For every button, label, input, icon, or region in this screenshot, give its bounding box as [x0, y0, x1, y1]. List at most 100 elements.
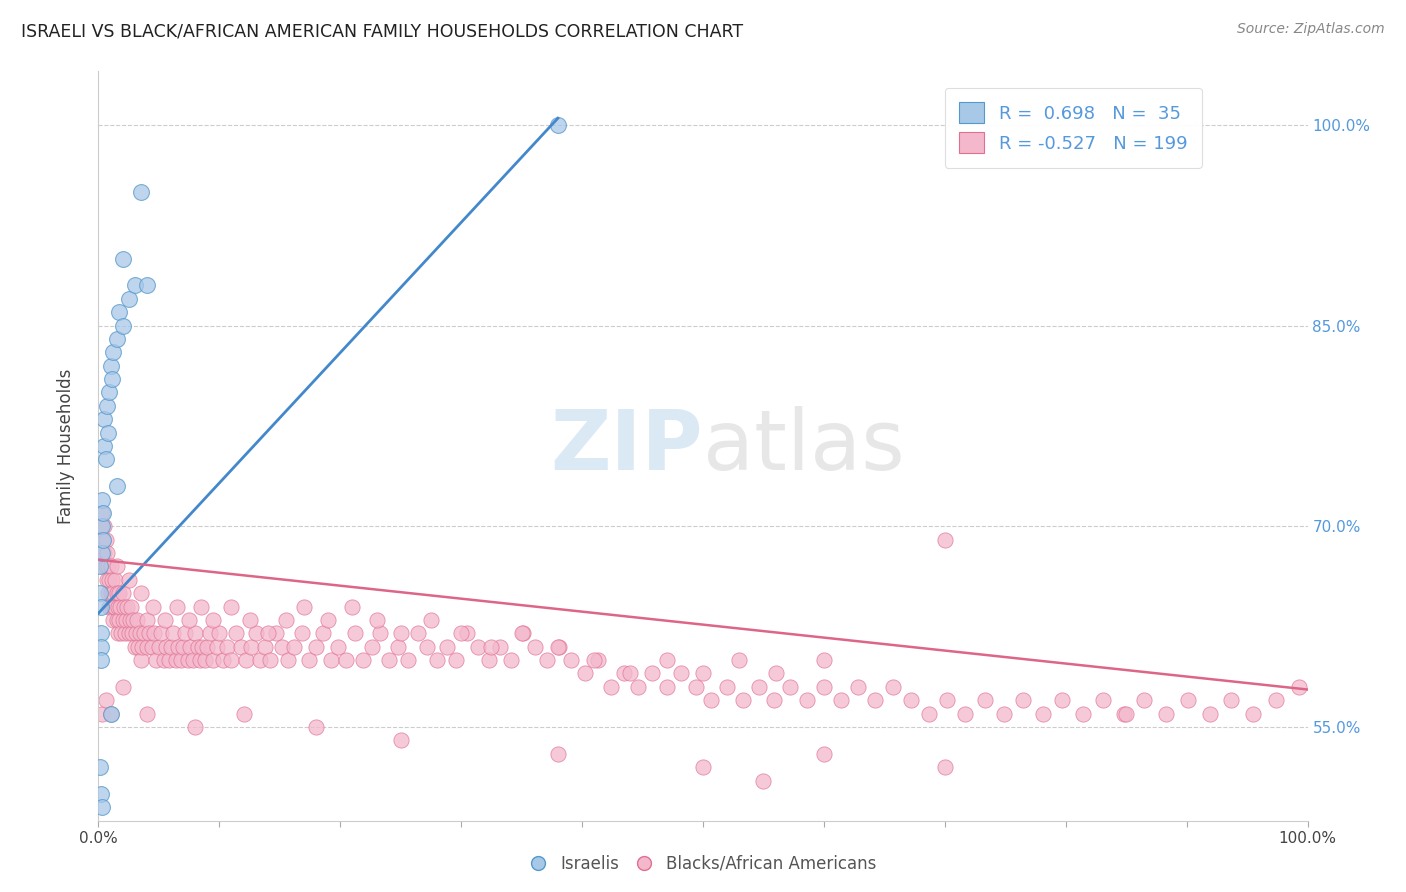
Point	[274, 613, 297, 627]
Point	[202, 613, 225, 627]
Point	[121, 626, 143, 640]
Point	[254, 640, 277, 654]
Point	[671, 666, 693, 681]
Point	[91, 559, 114, 574]
Point	[105, 586, 128, 600]
Point	[352, 653, 374, 667]
Point	[316, 613, 339, 627]
Point	[135, 640, 157, 654]
Point	[169, 653, 191, 667]
Point	[91, 533, 114, 547]
Point	[115, 613, 138, 627]
Point	[105, 559, 128, 574]
Point	[512, 626, 534, 640]
Point	[813, 680, 835, 694]
Point	[127, 613, 149, 627]
Point	[305, 640, 328, 654]
Point	[138, 626, 160, 640]
Point	[131, 640, 153, 654]
Point	[1288, 680, 1310, 694]
Point	[127, 640, 149, 654]
Point	[108, 613, 131, 627]
Point	[103, 599, 125, 614]
Point	[150, 626, 173, 640]
Point	[100, 359, 122, 373]
Point	[489, 640, 512, 654]
Point	[98, 573, 121, 587]
Point	[993, 706, 1015, 721]
Point	[548, 640, 571, 654]
Point	[100, 586, 122, 600]
Point	[155, 640, 177, 654]
Point	[728, 653, 751, 667]
Point	[89, 760, 111, 774]
Point	[177, 653, 200, 667]
Point	[194, 653, 217, 667]
Point	[94, 533, 117, 547]
Point	[195, 640, 218, 654]
Point	[97, 586, 120, 600]
Point	[290, 626, 312, 640]
Point	[172, 640, 194, 654]
Point	[187, 640, 209, 654]
Point	[89, 586, 111, 600]
Point	[91, 506, 114, 520]
Point	[934, 533, 956, 547]
Point	[215, 640, 238, 654]
Point	[481, 640, 503, 654]
Point	[1112, 706, 1135, 721]
Point	[1115, 706, 1137, 721]
Point	[118, 292, 141, 306]
Point	[148, 640, 170, 654]
Point	[166, 599, 188, 614]
Point	[90, 653, 112, 667]
Point	[94, 693, 117, 707]
Point	[256, 626, 278, 640]
Point	[239, 640, 262, 654]
Point	[779, 680, 801, 694]
Point	[91, 546, 114, 560]
Point	[368, 626, 391, 640]
Point	[283, 640, 305, 654]
Point	[830, 693, 852, 707]
Point	[91, 506, 114, 520]
Point	[198, 626, 221, 640]
Point	[1198, 706, 1220, 721]
Point	[406, 626, 429, 640]
Point	[108, 599, 131, 614]
Point	[181, 653, 204, 667]
Point	[641, 666, 664, 681]
Point	[160, 640, 183, 654]
Point	[748, 680, 770, 694]
Point	[110, 626, 132, 640]
Text: atlas: atlas	[703, 406, 904, 486]
Point	[90, 827, 112, 841]
Point	[90, 519, 112, 533]
Point	[574, 666, 596, 681]
Point	[763, 693, 786, 707]
Point	[135, 706, 157, 721]
Point	[467, 640, 489, 654]
Point	[190, 599, 212, 614]
Point	[129, 586, 152, 600]
Point	[292, 599, 315, 614]
Point	[627, 680, 650, 694]
Point	[221, 599, 243, 614]
Point	[93, 519, 115, 533]
Point	[846, 680, 869, 694]
Point	[456, 626, 478, 640]
Point	[426, 653, 449, 667]
Point	[91, 800, 114, 814]
Point	[499, 653, 522, 667]
Point	[264, 626, 287, 640]
Point	[716, 680, 738, 694]
Point	[586, 653, 609, 667]
Point	[179, 613, 201, 627]
Point	[245, 626, 267, 640]
Point	[312, 626, 335, 640]
Point	[239, 613, 262, 627]
Point	[117, 599, 139, 614]
Point	[1177, 693, 1199, 707]
Point	[111, 613, 134, 627]
Point	[298, 653, 321, 667]
